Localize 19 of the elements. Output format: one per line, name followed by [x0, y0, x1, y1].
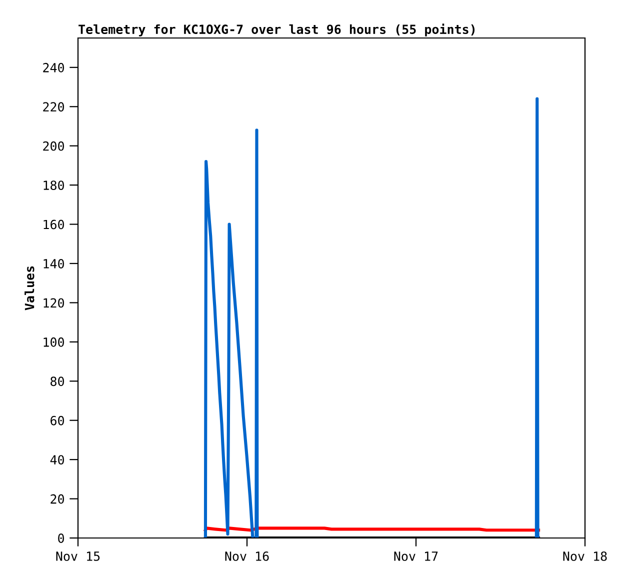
y-tick-label: 80	[50, 376, 64, 386]
y-tick-label: 100	[44, 337, 64, 347]
x-tick-label: Nov 16	[225, 551, 269, 561]
chart-title: Telemetry for KC1OXG-7 over last 96 hours (55 points)	[78, 24, 475, 36]
x-tick-label: Nov 18	[563, 551, 607, 561]
y-tick-label: 160	[44, 220, 64, 230]
y-tick-label: 60	[50, 416, 64, 426]
y-tick-label: 240	[43, 62, 64, 72]
x-tick-label: Nov 15	[56, 552, 100, 561]
y-tick-label: 20	[50, 494, 64, 504]
y-tick-label: 120	[44, 298, 64, 308]
y-tick-label: 140	[44, 258, 64, 268]
y-tick-label: 220	[43, 102, 64, 112]
y-tick-label: 40	[50, 455, 64, 465]
y-tick-label: 0	[58, 534, 64, 543]
x-tick-label: Nov 17	[394, 552, 438, 561]
y-axis-title: Values	[24, 266, 34, 310]
y-tick-label: 200	[43, 141, 64, 151]
y-tick-label: 180	[44, 180, 64, 190]
